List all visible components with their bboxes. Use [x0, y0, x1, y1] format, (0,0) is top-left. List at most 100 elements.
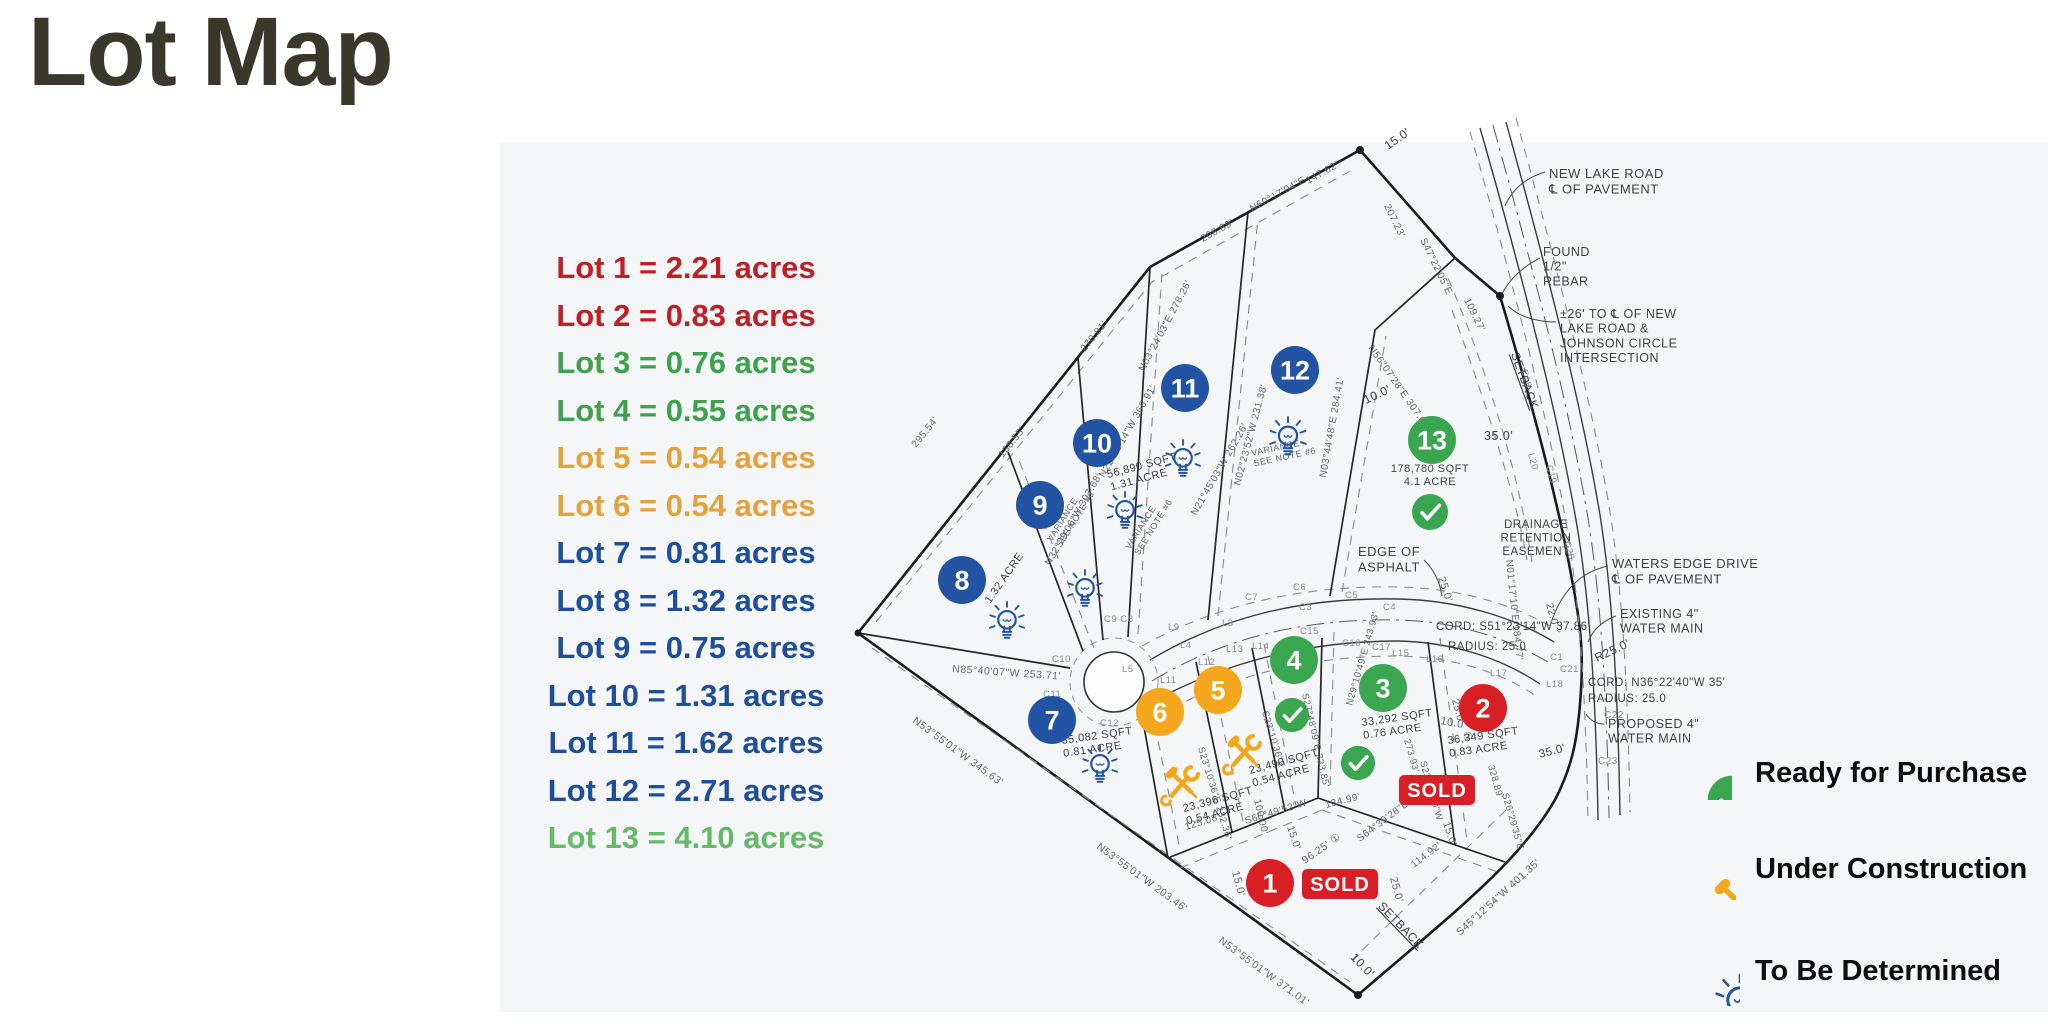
- page-title: Lot Map: [28, 0, 394, 106]
- map-label: CORD: S51°23'14"W 37.86': [1436, 621, 1590, 633]
- lot-marker-12: 12: [1271, 346, 1319, 394]
- svg-text:5: 5: [1210, 676, 1225, 706]
- lot-marker-11: 11: [1161, 364, 1209, 412]
- map-label: C9 C8: [1104, 614, 1133, 625]
- map-label: S64°39'28"E: [1355, 798, 1411, 844]
- lightbulb-icon: [1668, 936, 1742, 1006]
- map-label: FOUND 1/2" REBAR: [1543, 245, 1590, 289]
- map-label: 295.54': [910, 415, 941, 450]
- map-label: 273.93': [1401, 738, 1421, 774]
- map-label: C11: [1043, 689, 1061, 700]
- map-label: L11: [1160, 675, 1177, 686]
- legend-label: To Be Determined: [1755, 954, 2002, 987]
- map-label: 15.0': [1382, 125, 1413, 153]
- map-label: ②: [1463, 731, 1473, 743]
- lot-list-item-6: Lot 6 = 0.54 acres: [556, 487, 816, 523]
- map-label: L15: [1392, 648, 1409, 659]
- map-label: N85°40'07"W 253.71': [952, 663, 1062, 683]
- map-label: 96.25' ①: [1300, 831, 1343, 866]
- map-label: C22: [1604, 710, 1624, 721]
- map-label: VARIANCESEE NOTE #6: [1123, 492, 1174, 557]
- lot-list-item-4: Lot 4 = 0.55 acres: [556, 392, 816, 428]
- lot-list-item-11: Lot 11 = 1.62 acres: [548, 725, 824, 760]
- map-label: 25.0': [1387, 876, 1405, 904]
- map-label: L14: [1252, 641, 1269, 652]
- map-label: N03°24'03"E 278.26': [1137, 279, 1194, 374]
- map-label: N60°17'04"E: [1248, 175, 1308, 215]
- map-label: C10: [1052, 654, 1071, 665]
- map-label: C4: [1383, 602, 1396, 613]
- map-label: C20: [1561, 540, 1577, 561]
- map-label: C5: [1345, 590, 1358, 601]
- map-label: N53°55'01"W 203.46': [1094, 841, 1189, 915]
- svg-text:12: 12: [1280, 356, 1310, 386]
- map-label: 178,780 SQFT 4.1 ACRE: [1391, 463, 1469, 488]
- tools-icon: [1668, 838, 1742, 900]
- lot-list-item-1: Lot 1 = 2.21 acres: [556, 250, 816, 285]
- map-label: N03°44'48"E 284.41': [1318, 377, 1346, 479]
- map-label: C18: [1518, 368, 1534, 389]
- sold-badge: SOLD: [1399, 775, 1475, 805]
- map-label: 35.0': [1484, 429, 1513, 443]
- map-label: S45°12'54"W 401.35': [1454, 857, 1543, 938]
- map-label: L5: [1122, 664, 1134, 675]
- map-label: C19: [1543, 464, 1559, 485]
- map-label: 33,292 SQFT0.76 ACRE: [1361, 707, 1435, 742]
- lot-marker-6: 6: [1136, 688, 1184, 736]
- svg-text:SOLD: SOLD: [1407, 780, 1467, 802]
- map-label: C15: [1300, 626, 1319, 637]
- sold-badges: SOLD SOLD: [1302, 775, 1475, 899]
- map-label: EDGE OF ASPHALT: [1358, 544, 1420, 574]
- lot-marker-13: 13: [1408, 416, 1456, 464]
- svg-text:6: 6: [1152, 698, 1167, 728]
- map-label: L18: [1546, 679, 1563, 690]
- lot-marker-4: 4: [1270, 636, 1318, 684]
- map-label: 208.89': [1199, 218, 1236, 245]
- map-label: SETBACK: [1375, 899, 1426, 952]
- check-circle-icon: [1273, 696, 1311, 734]
- svg-text:7: 7: [1044, 706, 1059, 736]
- svg-text:2: 2: [1475, 694, 1490, 724]
- map-label: C3: [1299, 602, 1312, 613]
- survey-linework: [854, 117, 1631, 999]
- svg-text:4: 4: [1286, 646, 1301, 676]
- svg-text:13: 13: [1417, 426, 1447, 456]
- map-label: 15.0': [1284, 824, 1303, 851]
- map-label: C6: [1293, 582, 1306, 593]
- map-label: N53°55'01"W 371.01': [1216, 935, 1311, 1009]
- map-label: C23: [1598, 756, 1618, 767]
- map-label: PROPOSED 4" WATER MAIN: [1608, 717, 1699, 746]
- map-label: C1: [1550, 652, 1563, 663]
- map-label: S26°29'35"E: [1499, 792, 1526, 852]
- map-label: N53°55'01"W 345.63': [910, 715, 1005, 789]
- check-circle-icon: [1410, 492, 1450, 532]
- map-label: CORD: N36°22'40"W 35': [1588, 677, 1725, 689]
- lot-marker-8: 8: [938, 556, 986, 604]
- map-label: L16: [1426, 654, 1443, 665]
- map-label: 10.0': [1439, 715, 1467, 731]
- map-label: 23,490 SQFT0.54 ACRE: [1248, 747, 1324, 790]
- lot-list-item-9: Lot 9 = 0.75 acres: [556, 630, 816, 665]
- map-label: 207.23': [1381, 202, 1407, 239]
- map-label: 270.81': [1079, 319, 1110, 354]
- lot-list-item-8: Lot 8 = 1.32 acres: [556, 582, 816, 618]
- map-label: 10.0': [1348, 950, 1378, 980]
- svg-text:11: 11: [1171, 374, 1200, 404]
- lot-marker-5: 5: [1194, 666, 1242, 714]
- svg-text:8: 8: [954, 566, 969, 596]
- map-label: L13: [1226, 644, 1243, 655]
- map-label: ±26' TO ℄ OF NEW LAKE ROAD & JOHNSON CIRCL…: [1560, 307, 1677, 365]
- map-label: C17: [1372, 642, 1391, 653]
- map-label: C21: [1560, 664, 1579, 675]
- legend-label: Under Construction: [1755, 852, 2028, 885]
- tools-icon: [1162, 767, 1198, 805]
- check-circle-icon: [1668, 746, 1742, 800]
- sold-badge: SOLD: [1302, 869, 1378, 899]
- map-label: L9: [1168, 622, 1180, 633]
- map-label: C7: [1245, 592, 1258, 603]
- svg-text:10: 10: [1082, 429, 1112, 459]
- map-label: L17: [1490, 668, 1507, 679]
- lot-acreage-list: Lot 1 = 2.21 acres Lot 2 = 0.83 acres Lot …: [500, 244, 872, 862]
- lot-list-item-2: Lot 2 = 0.83 acres: [556, 297, 816, 333]
